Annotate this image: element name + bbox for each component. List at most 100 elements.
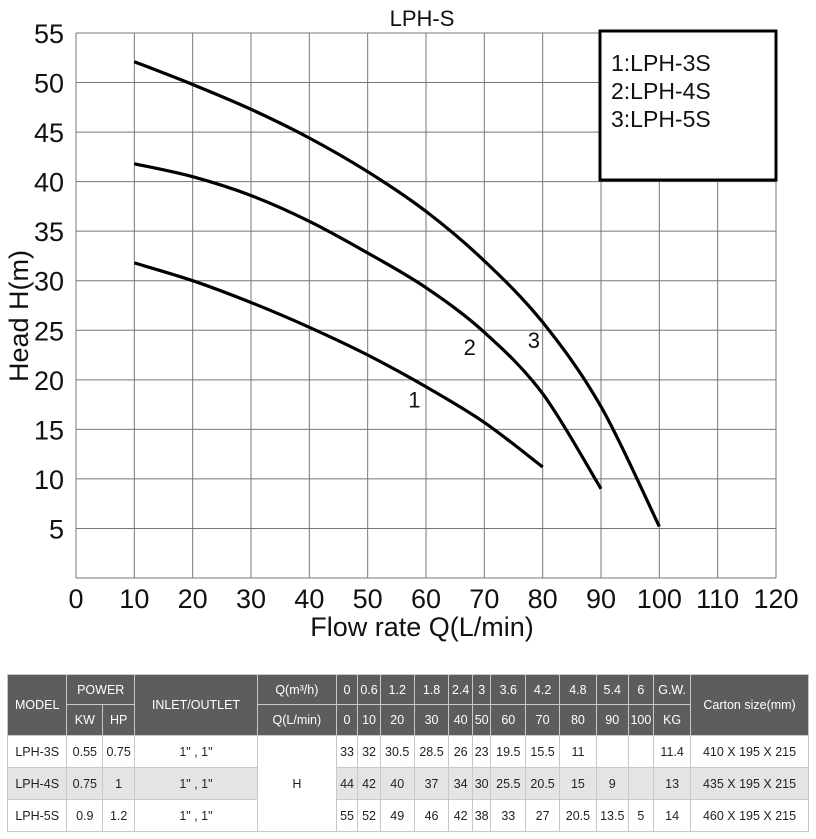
q-m3h-value: 2.4 <box>448 674 473 705</box>
x-tick-label: 50 <box>353 584 383 614</box>
q-m3h-value: 1.2 <box>379 674 415 705</box>
head-cell: 30 <box>471 767 492 800</box>
x-tick-label: 120 <box>753 584 798 614</box>
curve-label-3: 3 <box>528 328 540 353</box>
head-cell: 20.5 <box>525 767 560 800</box>
head-cell: 49 <box>379 799 415 832</box>
head-cell <box>627 767 655 800</box>
q-lmin-value: 70 <box>525 704 560 736</box>
gw-cell: 11.4 <box>653 735 692 768</box>
q-lmin-value: 60 <box>490 704 527 736</box>
y-tick-label: 40 <box>34 168 64 198</box>
y-tick-label: 50 <box>34 69 64 99</box>
x-tick-label: 60 <box>411 584 441 614</box>
head-cell: 26 <box>448 735 473 768</box>
model-cell: LPH-4S <box>6 767 68 800</box>
x-tick-label: 40 <box>294 584 324 614</box>
col-header-kg: KG <box>653 704 692 736</box>
head-cell: 15.5 <box>525 735 560 768</box>
x-tick-label: 0 <box>68 584 83 614</box>
col-header-inlet-outlet: INLET/OUTLET <box>134 674 258 736</box>
head-cell: 27 <box>525 799 560 832</box>
x-tick-labels: 0 10 20 30 40 50 60 70 80 90 100 110 120 <box>68 584 798 614</box>
head-cell: 46 <box>413 799 450 832</box>
legend-entry-3: 3:LPH-5S <box>611 106 711 132</box>
col-header-hp: HP <box>102 704 136 736</box>
table-row: LPH-3S 0.55 0.75 1" , 1" H 33 32 30.5 28… <box>6 735 809 832</box>
q-m3h-value: 3.6 <box>490 674 527 705</box>
curve-label-1: 1 <box>408 388 420 413</box>
head-cell: 23 <box>471 735 492 768</box>
x-tick-label: 110 <box>696 584 739 614</box>
legend: 1:LPH-3S 2:LPH-4S 3:LPH-5S <box>598 29 778 182</box>
y-tick-label: 5 <box>49 514 64 544</box>
q-lmin-value: 30 <box>413 704 450 736</box>
gw-cell: 13 <box>653 767 692 800</box>
q-lmin-value: 50 <box>471 704 492 736</box>
col-header-power: POWER <box>66 674 136 705</box>
curves <box>133 60 661 528</box>
q-m3h-value: 4.2 <box>525 674 560 705</box>
col-header-carton: Carton size(mm) <box>690 674 809 736</box>
hp-cell: 1.2 <box>102 799 136 832</box>
col-header-gw: G.W. <box>653 674 692 705</box>
q-lmin-value: 80 <box>559 704 597 736</box>
hp-cell: 0.75 <box>102 735 136 768</box>
col-header-q-m3h: Q(m³/h) <box>256 674 337 705</box>
q-m3h-value: 0.6 <box>357 674 381 705</box>
x-tick-label: 70 <box>469 584 499 614</box>
q-lmin-value: 10 <box>357 704 381 736</box>
q-lmin-value: 90 <box>595 704 629 736</box>
head-cell: 20.5 <box>559 799 597 832</box>
x-tick-label: 10 <box>119 584 149 614</box>
head-cell: 42 <box>357 767 381 800</box>
pump-curve-chart: LPH-S 0 10 20 30 40 50 60 70 80 90 100 110 120 51015… <box>4 6 799 642</box>
legend-entry-1: 1:LPH-3S <box>611 50 711 76</box>
model-cell: LPH-3S <box>6 735 68 768</box>
y-tick-label: 15 <box>34 415 64 445</box>
chart-title: LPH-S <box>390 6 455 31</box>
head-cell: 33 <box>335 735 359 768</box>
head-cell: 52 <box>357 799 381 832</box>
inlet-outlet-cell: 1" , 1" <box>134 767 258 800</box>
col-header-kw: KW <box>66 704 104 736</box>
head-cell <box>595 735 629 768</box>
y-tick-label: 10 <box>34 465 64 495</box>
head-cell: 15 <box>559 767 597 800</box>
curve-labels: 1 2 3 <box>408 328 540 412</box>
spec-table: MODEL POWER INLET/OUTLET Q(m³/h) 0 0.6 1… <box>6 674 809 832</box>
head-cell: 42 <box>448 799 473 832</box>
head-cell: 44 <box>335 767 359 800</box>
head-cell: 13.5 <box>595 799 629 832</box>
y-tick-label: 20 <box>34 366 64 396</box>
y-tick-label: 30 <box>34 267 64 297</box>
x-tick-label: 90 <box>586 584 616 614</box>
col-header-model: MODEL <box>6 674 68 736</box>
q-m3h-value: 3 <box>471 674 492 705</box>
curve-3 <box>133 60 661 528</box>
head-cell <box>627 735 655 768</box>
legend-box <box>598 29 778 182</box>
x-axis-title: Flow rate Q(L/min) <box>310 612 534 642</box>
y-tick-label: 25 <box>34 316 64 346</box>
table-row: LPH-4S 0.75 1 1" , 1" 44 42 40 37 34 30 … <box>6 767 809 800</box>
head-cell: 38 <box>471 799 492 832</box>
legend-entry-2: 2:LPH-4S <box>611 78 711 104</box>
head-cell: 34 <box>448 767 473 800</box>
head-cell: 28.5 <box>413 735 450 768</box>
inlet-outlet-cell: 1" , 1" <box>134 735 258 768</box>
q-lmin-value: 0 <box>335 704 359 736</box>
head-cell: 40 <box>379 767 415 800</box>
curve-2 <box>133 162 603 490</box>
head-cell: 37 <box>413 767 450 800</box>
curve-1 <box>133 261 544 469</box>
kw-cell: 0.55 <box>66 735 104 768</box>
head-cell: 32 <box>357 735 381 768</box>
head-cell: 55 <box>335 799 359 832</box>
x-tick-label: 100 <box>637 584 682 614</box>
table-row: LPH-5S 0.9 1.2 1" , 1" 55 52 49 46 42 38… <box>6 799 809 832</box>
q-m3h-value: 5.4 <box>595 674 629 705</box>
col-header-q-lmin: Q(L/min) <box>256 704 337 736</box>
carton-cell: 460 X 195 X 215 <box>690 799 809 832</box>
head-label-cell: H <box>256 735 337 832</box>
